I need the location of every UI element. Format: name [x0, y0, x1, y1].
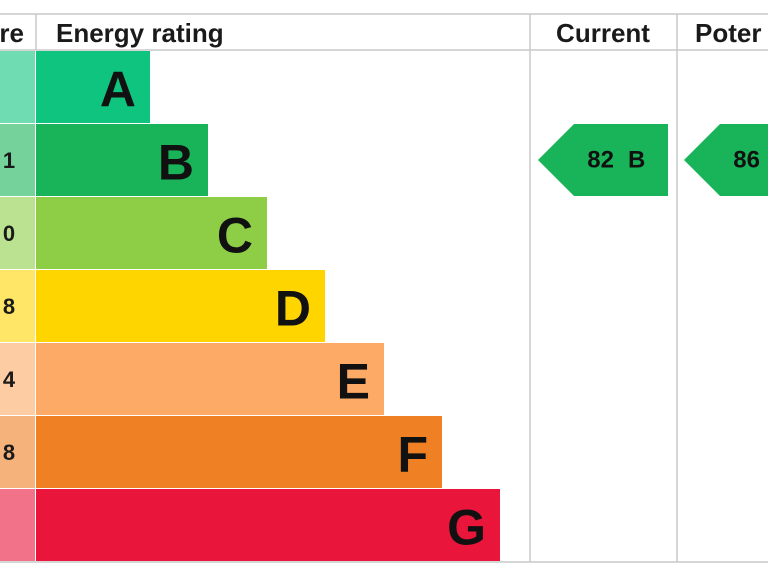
rating-header: Energy rating — [56, 18, 224, 48]
score-cell — [0, 343, 35, 415]
score-cell — [0, 270, 35, 342]
current-rating: B — [628, 147, 645, 174]
band-letter: C — [217, 208, 253, 264]
potential-arrow — [684, 124, 768, 196]
rating-band — [36, 343, 384, 415]
current-arrow — [538, 124, 668, 196]
score-range: 1 — [3, 148, 15, 173]
potential-score: 86 — [733, 147, 760, 174]
rating-band — [36, 416, 442, 488]
band-letter: E — [337, 354, 370, 410]
band-letter: B — [158, 135, 194, 191]
score-cell — [0, 197, 35, 269]
score-cell — [0, 489, 35, 561]
rating-band — [36, 51, 150, 123]
band-letter: A — [100, 62, 136, 118]
potential-header: Poter — [695, 18, 761, 48]
score-range: 4 — [3, 367, 16, 392]
score-range: 0 — [3, 221, 15, 246]
score-cell — [0, 124, 35, 196]
rating-band — [36, 489, 500, 561]
current-score: 82 — [587, 147, 614, 174]
current-header: Current — [556, 18, 650, 48]
band-letter: G — [447, 500, 486, 556]
score-range: 8 — [3, 294, 15, 319]
rating-band — [36, 124, 208, 196]
score-cell — [0, 51, 35, 123]
score-range: 8 — [3, 440, 15, 465]
rating-band — [36, 197, 267, 269]
score-header: re — [0, 18, 24, 48]
score-cell — [0, 416, 35, 488]
band-letter: D — [275, 281, 311, 337]
band-letter: F — [397, 427, 428, 483]
rating-band — [36, 270, 325, 342]
